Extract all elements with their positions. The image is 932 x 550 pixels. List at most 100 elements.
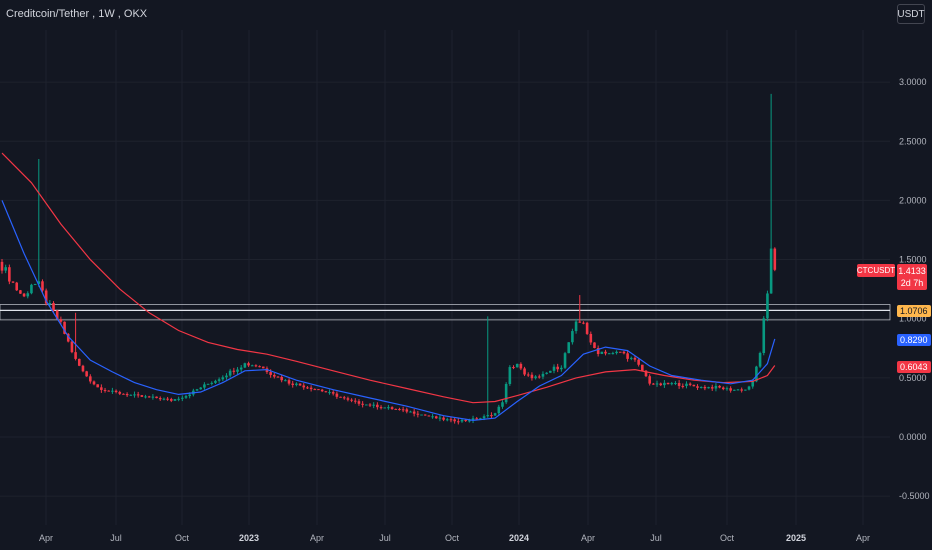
candle-body	[493, 413, 497, 416]
candle-body	[287, 380, 291, 384]
candle-body	[19, 290, 22, 294]
candle-body	[574, 321, 578, 332]
candle-body	[405, 409, 409, 412]
candle-body	[390, 407, 394, 409]
candle-body	[733, 389, 736, 391]
candle-body	[81, 365, 85, 372]
ticker-label: CTCUSDT	[856, 264, 896, 277]
candle-body	[431, 416, 434, 418]
ma-slow-line	[1, 152, 776, 404]
candle-body	[136, 394, 140, 396]
candle-body	[464, 419, 467, 421]
candle-body	[596, 348, 600, 354]
candle-body	[295, 383, 298, 385]
candle-body	[365, 404, 368, 406]
candle-body	[379, 407, 383, 409]
x-tick-label: Oct	[720, 533, 735, 543]
candle-body	[74, 352, 77, 359]
candle-body	[177, 398, 180, 400]
candle-body	[125, 394, 129, 396]
grid	[0, 30, 890, 525]
candle-body	[309, 387, 313, 390]
candle-body	[420, 414, 423, 416]
candle-body	[773, 248, 777, 270]
x-axis: Apr Jul Oct 2023 Apr Jul Oct 2024 Apr Jul Oct 2025 A…	[39, 533, 870, 543]
candle-body	[721, 387, 725, 390]
ma-fast-line	[1, 200, 776, 422]
candle-body	[118, 392, 122, 394]
y-tick-label: 1.0000	[899, 314, 927, 324]
candle-body	[70, 341, 74, 353]
candle-body	[250, 365, 254, 367]
candle-body	[376, 404, 379, 408]
candle-body	[637, 359, 640, 365]
candle-body	[545, 372, 548, 374]
candle-body	[0, 261, 4, 271]
candle-body	[512, 367, 515, 369]
candle-body	[111, 390, 114, 392]
candle-body	[261, 366, 265, 369]
candle-body	[107, 390, 111, 392]
candle-body	[600, 351, 604, 354]
candle-body	[77, 358, 81, 366]
candle-body	[526, 374, 530, 376]
x-tick-label: Apr	[39, 533, 53, 543]
y-tick-label: 3.0000	[899, 77, 927, 87]
candle-body	[37, 281, 41, 285]
candle-body	[442, 417, 445, 420]
candle-body	[4, 267, 7, 271]
candle-body	[663, 382, 666, 386]
y-tick-label: 2.5000	[899, 136, 927, 146]
candle-body	[508, 367, 512, 384]
level-badge: 1.0706	[897, 305, 931, 317]
candle-body	[593, 342, 596, 349]
candle-body	[688, 383, 692, 385]
candle-body	[331, 392, 335, 394]
candle-body	[15, 282, 19, 291]
candle-body	[103, 389, 107, 391]
candle-body	[320, 389, 324, 392]
candle-body	[8, 267, 11, 282]
x-tick-label: 2024	[509, 533, 529, 543]
candle-body	[122, 393, 125, 395]
candle-body	[766, 293, 769, 319]
x-tick-label: Jul	[379, 533, 391, 543]
candle-body	[626, 353, 629, 359]
candle-body	[11, 281, 15, 283]
candle-body	[497, 406, 501, 414]
candle-body	[228, 370, 232, 376]
x-tick-label: Jul	[650, 533, 662, 543]
candle-body	[92, 381, 96, 385]
candle-body	[449, 419, 453, 421]
candle-body	[346, 398, 350, 400]
candle-body	[703, 386, 707, 389]
candle-body	[313, 389, 317, 391]
candle-body	[416, 413, 420, 415]
candle-body	[214, 380, 217, 383]
candle-body	[699, 386, 703, 388]
candle-body	[585, 322, 589, 334]
exchange: OKX	[123, 8, 148, 20]
candle-body	[361, 403, 364, 405]
currency-button[interactable]: USDT	[897, 4, 925, 24]
candle-body	[607, 353, 611, 355]
candle-body	[552, 366, 556, 371]
candle-body	[534, 376, 537, 379]
candle-body	[151, 396, 155, 398]
candle-body	[563, 353, 567, 368]
candle-body	[445, 419, 449, 421]
candle-body	[453, 419, 456, 422]
candle-body	[353, 400, 357, 402]
candle-body	[195, 389, 199, 391]
candle-body	[401, 409, 405, 411]
candle-body	[387, 407, 390, 409]
candle-body	[648, 376, 651, 384]
candle-body	[41, 281, 44, 291]
candle-body	[55, 310, 59, 320]
candle-body	[383, 407, 387, 409]
support-zone	[0, 304, 891, 321]
candle-body	[681, 385, 685, 387]
candle-body	[644, 370, 648, 377]
candle-body	[236, 369, 239, 372]
